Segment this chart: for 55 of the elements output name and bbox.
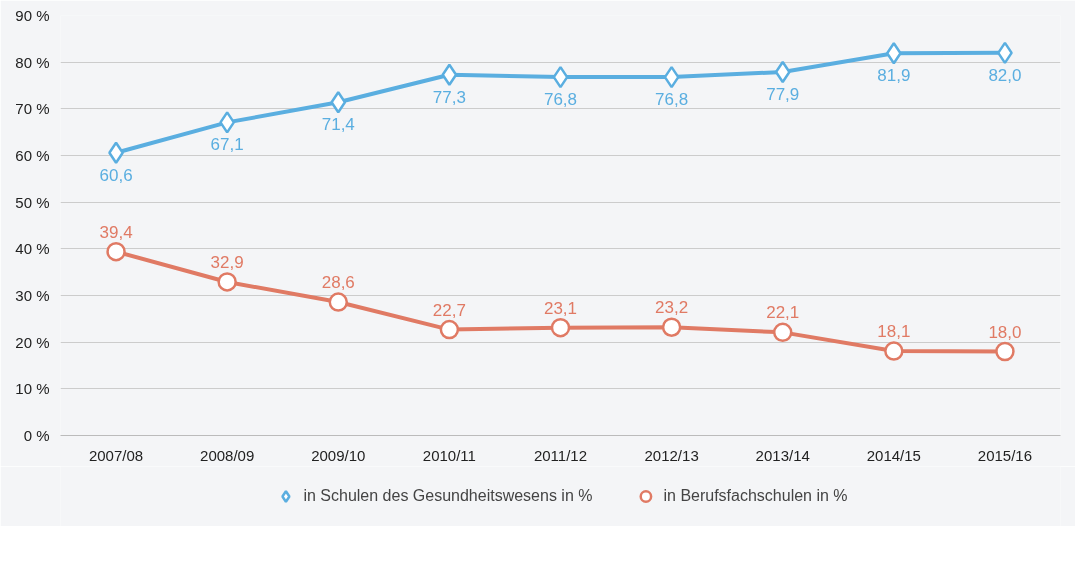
y-tick-label: 20 % xyxy=(15,333,50,351)
point xyxy=(217,272,237,292)
point xyxy=(774,60,791,84)
x-tick-label: 2011/12 xyxy=(533,446,588,464)
point xyxy=(441,63,458,87)
x-tick-label: 2013/14 xyxy=(755,446,810,464)
y-tick-label: 30 % xyxy=(15,287,50,304)
point xyxy=(885,42,902,65)
data-label: 82,0 xyxy=(988,65,1022,85)
point xyxy=(995,341,1015,362)
y-tick-label: 10 % xyxy=(15,380,50,398)
data-label: 23,2 xyxy=(655,298,689,318)
point xyxy=(328,292,349,312)
point xyxy=(661,317,682,337)
data-label: 22,7 xyxy=(432,300,466,320)
data-label: 32,9 xyxy=(210,252,244,272)
legend-label: in Berufsfachschulen in % xyxy=(663,486,848,506)
legend-label: in Schulen des Gesundheitswesens in % xyxy=(303,486,593,506)
point xyxy=(884,341,904,361)
data-label: 39,4 xyxy=(99,222,133,242)
data-label: 28,6 xyxy=(321,273,355,293)
x-tick-label: 2014/15 xyxy=(866,446,921,464)
y-tick-label: 50 % xyxy=(15,193,50,211)
y-tick-label: 40 % xyxy=(15,240,50,258)
point xyxy=(106,241,126,262)
data-label: 22,1 xyxy=(766,303,800,323)
y-tick-label: 60 % xyxy=(15,147,50,164)
data-label: 77,3 xyxy=(432,87,466,107)
y-tick-label: 70 % xyxy=(15,100,50,118)
data-label: 67,1 xyxy=(210,135,244,155)
data-label: 76,8 xyxy=(655,90,689,110)
point xyxy=(439,319,460,340)
data-label: 60,6 xyxy=(99,165,133,185)
data-label: 18,0 xyxy=(988,322,1022,342)
x-tick-label: 2012/13 xyxy=(644,446,699,464)
x-tick-label: 2009/10 xyxy=(311,446,366,464)
data-label: 71,4 xyxy=(321,115,355,135)
data-label: 81,9 xyxy=(877,66,911,86)
point xyxy=(330,91,347,114)
x-tick-label: 2015/16 xyxy=(977,446,1033,464)
point xyxy=(219,111,236,134)
x-tick-label: 2008/09 xyxy=(200,446,255,464)
data-label: 77,9 xyxy=(766,84,800,104)
point xyxy=(772,322,793,343)
data-label: 18,1 xyxy=(877,322,911,342)
x-tick-label: 2007/08 xyxy=(88,446,144,464)
point xyxy=(663,65,680,89)
point xyxy=(552,65,569,89)
point xyxy=(550,317,571,338)
y-tick-label: 90 % xyxy=(15,7,50,24)
y-tick-label: 0 % xyxy=(23,427,50,444)
y-tick-label: 80 % xyxy=(15,53,50,71)
x-tick-label: 2010/11 xyxy=(422,446,476,464)
data-label: 23,1 xyxy=(543,298,578,318)
data-label: 76,8 xyxy=(543,90,578,110)
